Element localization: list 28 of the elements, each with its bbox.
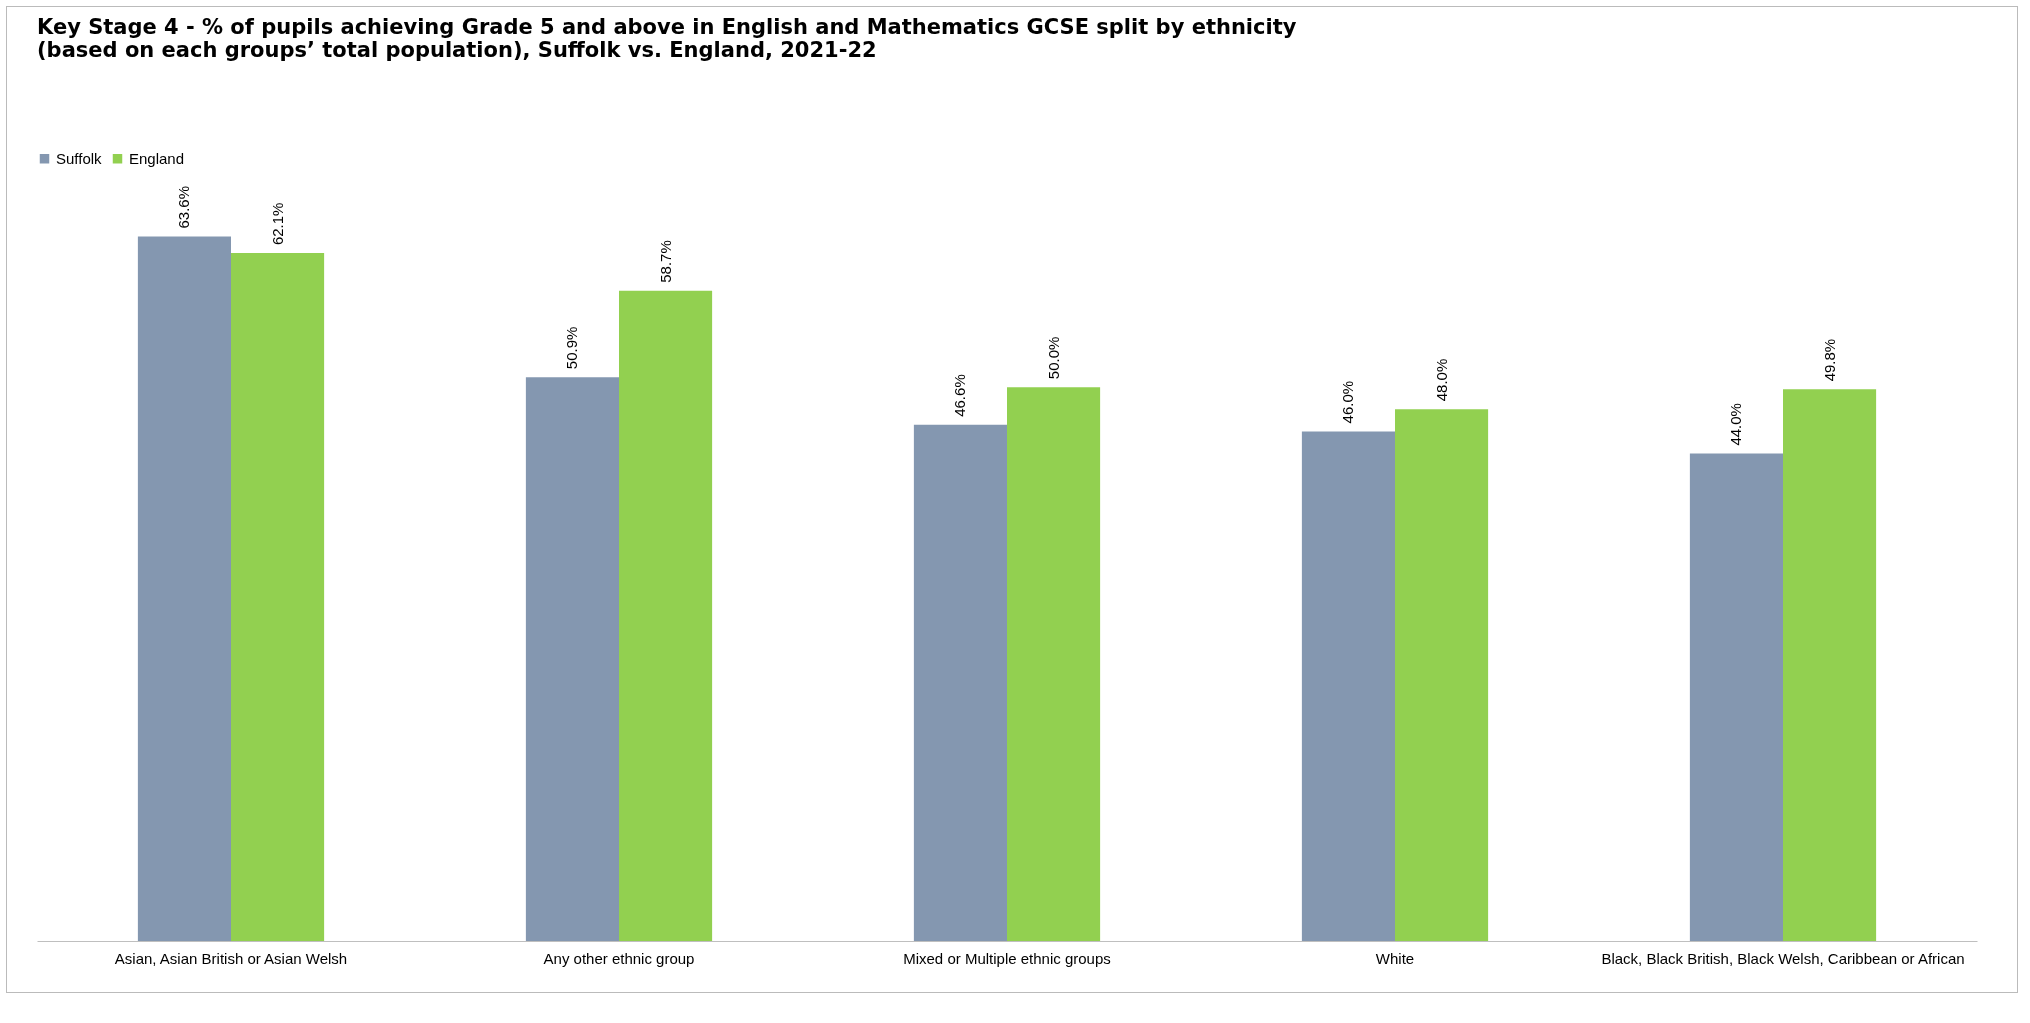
data-label: 50.9% <box>563 326 581 370</box>
bar <box>619 290 713 941</box>
x-tick-label: Black, Black British, Black Welsh, Caribbean or African <box>1601 949 1965 967</box>
legend-label: Suffolk <box>56 149 103 167</box>
x-tick-label: Any other ethnic group <box>543 949 695 967</box>
data-label: 63.6% <box>175 185 193 229</box>
bar <box>1007 387 1101 941</box>
data-label: 49.8% <box>1820 338 1838 382</box>
bar <box>1395 409 1489 941</box>
chart-title: Key Stage 4 - % of pupils achieving Grade 5 and above in English and Mathematics GCSE split by ethnicity (based on each groups’ total population), Suffolk vs. England, 2021-22 <box>37 15 1297 62</box>
bar <box>1689 453 1783 941</box>
bar <box>137 236 231 941</box>
data-label: 48.0% <box>1432 358 1450 402</box>
x-tick-label: White <box>1375 949 1415 967</box>
bar <box>1301 431 1395 941</box>
data-label: 46.0% <box>1339 380 1357 424</box>
data-label: 50.0% <box>1044 336 1062 380</box>
data-label: 62.1% <box>268 202 286 246</box>
legend-label: England <box>129 149 185 167</box>
data-label: 44.0% <box>1727 403 1745 446</box>
data-label: 58.7% <box>656 240 674 283</box>
data-label: 46.6% <box>951 374 969 417</box>
bar <box>231 253 325 941</box>
x-tick-label: Mixed or Multiple ethnic groups <box>903 949 1111 967</box>
bar <box>1783 389 1877 941</box>
bar <box>525 377 619 941</box>
bar <box>913 424 1007 941</box>
x-tick-label: Asian, Asian British or Asian Welsh <box>114 949 348 967</box>
